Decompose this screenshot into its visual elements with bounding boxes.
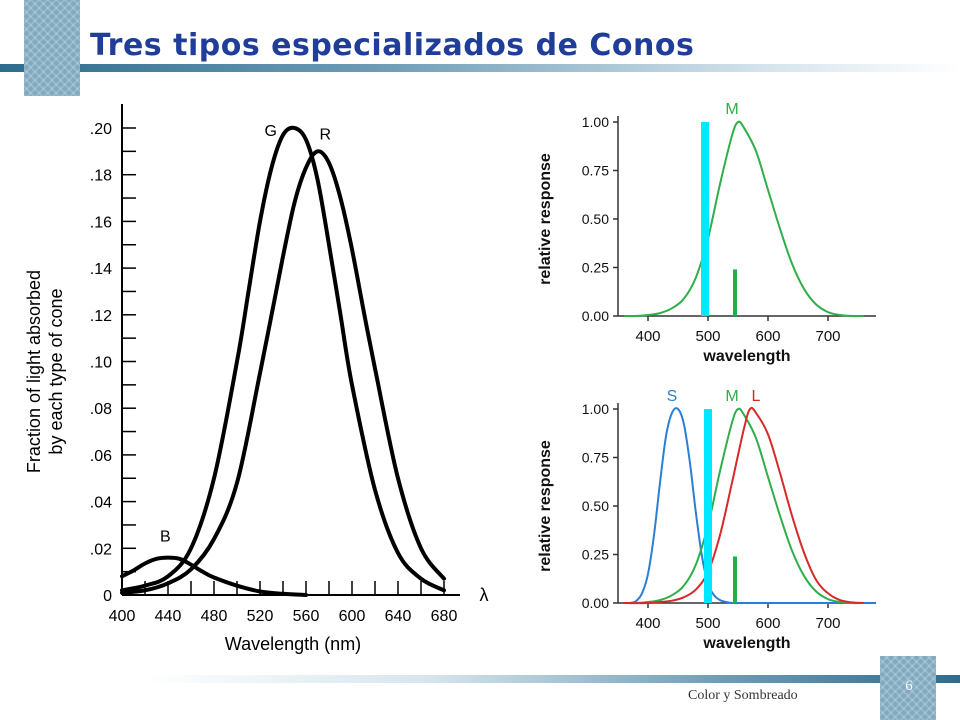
y-tick-label: 0.75 [582, 450, 609, 466]
y-tick-label: 0.50 [582, 498, 609, 514]
header-accent-bar [0, 64, 960, 72]
series-label-M: M [725, 388, 738, 405]
x-tick-label: 700 [815, 615, 840, 632]
y-tick-label: 0.50 [582, 211, 609, 227]
series-line-L [623, 406, 865, 605]
x-tick-label: 500 [695, 615, 720, 632]
series-label-R: R [320, 126, 332, 143]
y-tick-label: .04 [90, 495, 112, 512]
y-tick-label: 0.00 [582, 308, 609, 324]
x-tick-label: 440 [155, 608, 182, 625]
series-label-G: G [265, 123, 277, 140]
x-tick-label: 400 [635, 328, 660, 345]
marker-bar-2 [733, 556, 737, 603]
marker-bar-2 [733, 269, 737, 316]
marker-bar-1 [704, 409, 712, 603]
sml-cone-response-chart: 0.00 0.25 0.50 0.75 1.00 400 500 600 700 waveleng… [537, 388, 876, 652]
x-axis-label: Wavelength (nm) [225, 634, 361, 654]
x-axis-label: wavelength [702, 635, 790, 652]
x-tick-label: 520 [247, 608, 274, 625]
slide-title: Tres tipos especializados de Conos [90, 28, 695, 63]
y-tick-label: 0 [103, 588, 112, 605]
cone-absorption-chart: 0 .02 .04 .06 .08 .10 .12 .14 .16 .18 .20 400 440 480… [24, 104, 489, 654]
footer-accent-bar [0, 675, 960, 683]
series-line-S [629, 407, 876, 605]
series-label-L: L [752, 388, 761, 405]
m-cone-response-chart: 0.00 0.25 0.50 0.75 1.00 400 500 600 700 waveleng… [537, 101, 876, 365]
y-tick-label: 0.75 [582, 163, 609, 179]
series-label-S: S [667, 388, 678, 405]
y-tick-label: .10 [90, 355, 112, 372]
y-axis-label-line1: Fraction of light absorbed [24, 270, 44, 473]
y-tick-label: 1.00 [582, 114, 609, 130]
series-label-M: M [725, 101, 738, 118]
x-tick-label: 600 [755, 615, 780, 632]
series-line-M [623, 120, 865, 318]
x-tick-label: 560 [293, 608, 320, 625]
series-line-G [120, 125, 446, 593]
y-tick-label: 0.25 [582, 260, 609, 276]
x-tick-label: 640 [385, 608, 412, 625]
y-axis-label: relative response [537, 153, 554, 285]
y-tick-label: 1.00 [582, 401, 609, 417]
y-axis-label: relative response [537, 440, 554, 572]
series-line-M [623, 407, 865, 605]
x-tick-label: 600 [755, 328, 780, 345]
x-tick-label: 400 [635, 615, 660, 632]
y-tick-label: .18 [90, 168, 112, 185]
x-tick-label: 480 [201, 608, 228, 625]
y-axis-label-line2: by each type of cone [46, 288, 66, 454]
y-tick-label: .16 [90, 214, 112, 231]
footer-deco-square [880, 656, 936, 720]
y-tick-label: .06 [90, 448, 112, 465]
x-axis-label: wavelength [702, 348, 790, 365]
series-line-B [120, 555, 308, 597]
y-tick-label: .14 [90, 261, 112, 278]
x-tick-label: 600 [339, 608, 366, 625]
y-tick-label: 0.25 [582, 547, 609, 563]
x-tick-label: 400 [109, 608, 136, 625]
marker-bar-1 [701, 122, 709, 316]
series-line-R [120, 149, 446, 595]
header-deco-square [24, 0, 80, 96]
series-label-B: B [160, 529, 171, 546]
lambda-symbol: λ [480, 585, 489, 605]
y-tick-label: .12 [90, 308, 112, 325]
page-number: 6 [905, 678, 913, 694]
y-tick-label: .08 [90, 401, 112, 418]
x-tick-label: 700 [815, 328, 840, 345]
x-tick-label: 680 [431, 608, 458, 625]
x-tick-label: 500 [695, 328, 720, 345]
y-tick-label: .20 [90, 121, 112, 138]
y-tick-label: 0.00 [582, 595, 609, 611]
footer-text: Color y Sombreado [688, 688, 798, 703]
y-tick-label: .02 [90, 541, 112, 558]
